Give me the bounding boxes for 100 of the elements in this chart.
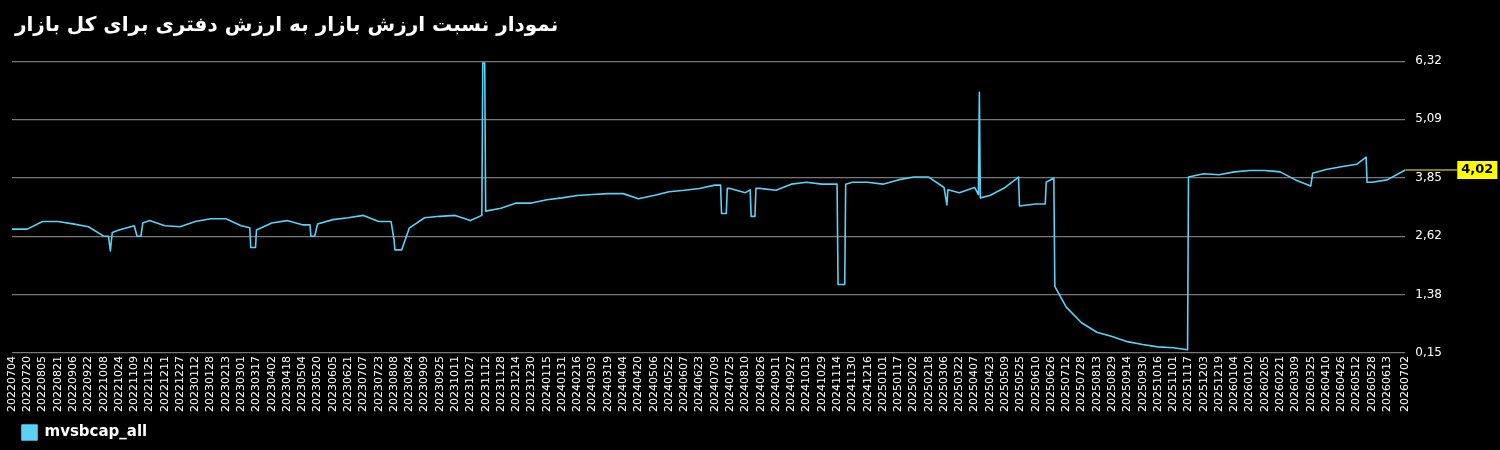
x-tick-label: 20260309 [1288, 356, 1302, 413]
x-tick-label: 20250117 [891, 356, 905, 413]
x-tick-label: 20241029 [814, 356, 828, 413]
x-tick-label: 20250813 [1089, 356, 1103, 413]
x-tick-label: 20220704 [4, 356, 18, 413]
x-tick-label: 20220821 [50, 356, 64, 413]
x-tick-label: 20241130 [845, 356, 859, 413]
x-tick-label: 20240623 [692, 356, 706, 413]
x-tick-label: 20240709 [707, 356, 721, 413]
x-tick-label: 20240927 [784, 356, 798, 413]
x-tick-label: 20221008 [96, 356, 110, 413]
x-tick-label: 20230213 [218, 356, 232, 413]
x-tick-label: 20251016 [1150, 356, 1164, 413]
x-tick-label: 20260528 [1364, 356, 1378, 413]
x-tick-label: 20250306 [936, 356, 950, 413]
x-tick-label: 20230808 [386, 356, 400, 413]
x-tick-label: 20251203 [1196, 356, 1210, 413]
x-tick-label: 20250914 [1120, 356, 1134, 413]
x-tick-label: 20250202 [906, 356, 920, 413]
x-tick-label: 20250712 [1059, 356, 1073, 413]
y-tick-label: 2,62 [1415, 228, 1442, 243]
x-tick-label: 20250610 [1028, 356, 1042, 413]
y-tick-label: 0,15 [1415, 345, 1442, 360]
y-tick-label: 6,32 [1415, 53, 1442, 68]
y-tick-label: 3,85 [1415, 170, 1442, 185]
annotation: 4,02 [1461, 161, 1494, 177]
x-tick-label: 20231027 [463, 356, 477, 413]
x-tick-label: 20250829 [1104, 356, 1118, 413]
x-tick-label: 20250322 [952, 356, 966, 413]
x-tick-label: 20240420 [631, 356, 645, 413]
x-tick-label: 20260613 [1380, 356, 1393, 413]
x-tick-label: 20230925 [432, 356, 446, 413]
x-tick-label: 20230402 [264, 356, 278, 413]
x-tick-label: 20231128 [493, 356, 507, 413]
x-tick-label: 20240607 [677, 356, 691, 413]
x-tick-label: 20250728 [1074, 356, 1088, 413]
x-tick-label: 20250509 [998, 356, 1012, 413]
x-tick-label: 20230824 [402, 356, 416, 413]
x-tick-label: 20221125 [142, 356, 156, 413]
x-tick-label: 20221227 [172, 356, 186, 413]
x-tick-label: 20240506 [646, 356, 660, 413]
x-tick-label: 20230112 [188, 356, 202, 413]
x-tick-label: 20250930 [1135, 356, 1149, 413]
x-tick-label: 20230418 [279, 356, 293, 413]
x-tick-label: 20221024 [111, 356, 125, 413]
x-tick-label: 20230317 [249, 356, 263, 413]
x-tick-label: 20240725 [722, 356, 736, 413]
x-tick-label: 20241216 [860, 356, 874, 413]
x-tick-label: 20250407 [967, 356, 981, 413]
chart-title: نمودار نسبت ارزش بازار به ارزش دفتری برای کل بازار [13, 11, 560, 38]
x-tick-label: 20240404 [616, 356, 630, 413]
x-tick-label: 20231230 [524, 356, 538, 413]
x-tick-label: 20260410 [1318, 356, 1332, 413]
x-tick-label: 20260120 [1242, 356, 1256, 413]
x-tick-label: 20220906 [65, 356, 79, 413]
x-tick-label: 20250525 [1013, 356, 1027, 413]
x-tick-label: 20230707 [356, 356, 370, 413]
x-tick-label: 20221109 [127, 356, 141, 413]
x-tick-label: 20230723 [371, 356, 385, 413]
x-tick-label: 20240522 [661, 356, 675, 413]
x-tick-label: 20240216 [570, 356, 584, 413]
x-tick-label: 20220720 [20, 356, 34, 413]
x-tick-label: 20240319 [600, 356, 614, 413]
x-tick-label: 20220922 [81, 356, 95, 413]
x-tick-label: 20220805 [35, 356, 49, 413]
x-tick-label: 20260426 [1334, 356, 1348, 413]
x-tick-label: 20251219 [1211, 356, 1225, 413]
x-tick-label: 20260221 [1273, 356, 1287, 413]
x-tick-label: 20260512 [1349, 356, 1363, 413]
x-tick-label: 20250218 [921, 356, 935, 413]
x-tick-label: 20241114 [829, 356, 843, 413]
x-tick-label: 20240303 [585, 356, 599, 413]
x-tick-label: 20230504 [295, 356, 309, 413]
x-tick-label: 20231112 [478, 356, 492, 413]
y-tick-label: 1,38 [1415, 286, 1442, 301]
x-tick-label: 20231214 [509, 356, 523, 413]
x-tick-label: 20260325 [1303, 356, 1317, 413]
x-tick-label: 20231011 [447, 356, 461, 413]
x-tick-label: 20240911 [768, 356, 782, 413]
x-tick-label: 20230301 [234, 356, 248, 413]
x-tick-label: 20251117 [1181, 356, 1195, 413]
x-tick-label: 20230909 [417, 356, 431, 413]
x-tick-label: 20240115 [539, 356, 553, 413]
x-tick-label: 20250101 [875, 356, 889, 413]
x-tick-label: 20240810 [738, 356, 752, 413]
x-tick-label: 20230128 [203, 356, 217, 413]
x-tick-label: 20260702 [1398, 356, 1412, 413]
x-tick-label: 20250626 [1043, 356, 1057, 413]
x-tick-label: 20230520 [310, 356, 324, 413]
x-tick-label: 20241013 [799, 356, 813, 413]
x-tick-label: 20240131 [554, 356, 568, 413]
x-tick-label: 20260104 [1227, 356, 1241, 413]
x-tick-label: 20251101 [1166, 356, 1180, 413]
y-tick-label: 5,09 [1415, 111, 1442, 126]
x-tick-label: 20250423 [982, 356, 996, 413]
x-tick-label: 20230621 [341, 356, 354, 413]
x-tick-label: 20230605 [325, 356, 339, 413]
x-tick-label: 20260205 [1257, 356, 1271, 413]
legend-label: mvsbcap_all [44, 422, 148, 441]
x-tick-label: 20221211 [157, 356, 171, 413]
